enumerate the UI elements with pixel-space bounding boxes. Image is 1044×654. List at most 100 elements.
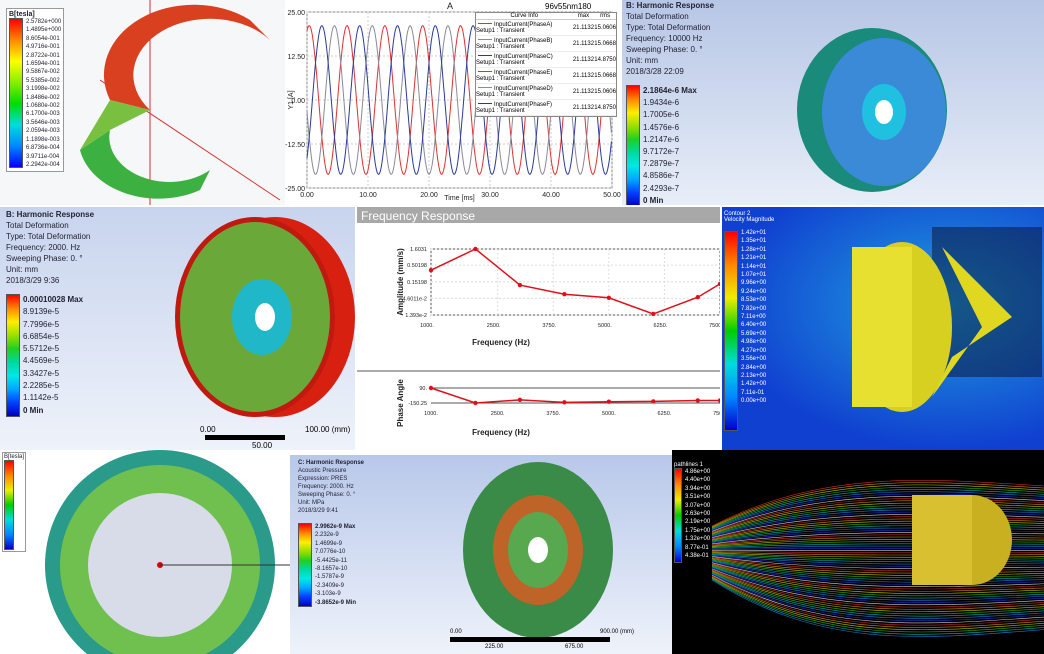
x-axis-label: Frequency (Hz) [472, 428, 530, 437]
harmonic-top-legend: B: Harmonic Response Total Deformation Typ… [626, 0, 714, 205]
streamline [711, 564, 1044, 594]
series-setup: Setup1 : Transient [476, 27, 525, 34]
legend-value: 4.27e+00 [741, 347, 767, 354]
legend-value: 1.1898e-003 [26, 136, 60, 143]
scale-q1: 225.00 [485, 644, 504, 650]
x-axis-label: Frequency (Hz) [472, 338, 530, 347]
legend-value: 1.1142e-5 [23, 393, 59, 403]
x-tick-label: 6250. [654, 323, 668, 329]
amplitude-point [517, 282, 523, 288]
streamline [711, 570, 1044, 610]
y-tick-label: 0.50198 [407, 263, 427, 269]
legend-value: 1.7005e-6 [643, 110, 680, 120]
streamline [711, 562, 1044, 588]
legend-value: 2.0594e-003 [26, 128, 60, 135]
result-info: Sweeping Phase: 0. ° [6, 254, 83, 263]
streamline [711, 578, 1044, 635]
series-max: 21.1132 [572, 56, 595, 63]
streamline [711, 493, 1044, 531]
legend-value: 7.2879e-7 [643, 159, 680, 169]
y-tick-label: 0.15198 [407, 280, 427, 286]
frequency-response-title: Frequency Response [357, 207, 720, 223]
legend-value: 3.9711e-004 [26, 153, 60, 160]
legend-value: 2.2285e-5 [23, 381, 60, 391]
phase-point [428, 385, 434, 391]
legend-value: 3.07e+00 [685, 502, 711, 509]
result-info: Total Deformation [6, 221, 69, 230]
legend-value: 3.5646e-003 [26, 119, 60, 126]
legend-value: 3.94e+00 [685, 485, 711, 492]
legend-value: -5.4425e-11 [315, 557, 347, 564]
legend-value: 8.9139e-5 [23, 307, 60, 317]
legend-value: 1.0680e-002 [26, 103, 60, 110]
legend-value: 8.77e-01 [685, 544, 709, 551]
x-tick-label: 5000. [602, 411, 616, 417]
legend-value: 9.96e+00 [741, 280, 767, 287]
scale-q3: 675.00 [565, 644, 584, 650]
legend-value: 1.42e+01 [741, 230, 767, 236]
streamline [711, 559, 1044, 578]
scale-end: 900.00 (mm) [600, 629, 635, 635]
legend-column-header: Curve Info [510, 13, 539, 19]
series-max: 21.1132 [572, 24, 595, 31]
legend-swatch [478, 103, 492, 105]
streamline [711, 502, 1044, 535]
magnet-model-render [80, 0, 281, 205]
legend-value: 2.4293e-7 [643, 183, 680, 193]
streamline-legend: pathlines 1 4.86e+00 4.40e+00 3.94e+00 3.51… [674, 462, 710, 563]
y-tick-label: 1.6031 [410, 247, 427, 253]
legend-value: 1.4576e-6 [643, 122, 680, 132]
legend-value: 1.4699e-9 [315, 540, 343, 547]
legend-row: InputCurrent(PhaseA) Setup1 : Transient 21… [476, 20, 616, 36]
legend-value: 4.9716e-001 [26, 44, 60, 51]
x-tick-label: 3750. [542, 323, 556, 329]
frequency-response-chart: 1.6031 0.50198 0.15198 4.6011e-2 1.393e-2 100… [357, 246, 720, 437]
legend-value: 2.19e+00 [685, 519, 711, 526]
frequency-response-panel: Frequency Response 1.6031 0.50198 0.15198 4… [357, 207, 720, 450]
streamline [711, 560, 1044, 583]
result-info: Sweeping Phase: 0. ° [298, 492, 356, 498]
series-setup: Setup1 : Transient [476, 59, 525, 66]
streamline [711, 500, 1044, 534]
legend-value: -8.1657e-10 [315, 566, 348, 573]
result-info: Unit: mm [6, 265, 38, 274]
x-tick-label: 7500. [709, 323, 720, 329]
streamline [711, 569, 1044, 608]
legend-value: 1.4895e+000 [26, 27, 62, 34]
legend-value: -2.3409e-9 [315, 582, 345, 589]
y-tick-label: -12.50 [285, 142, 305, 149]
y-axis-label: Amplitude (mm/s) [396, 248, 405, 316]
x-tick-label: 0.00 [300, 192, 314, 199]
legend-swatch [478, 23, 492, 25]
legend-value: 6.8736e-004 [26, 145, 60, 152]
scale-start: 0.00 [450, 629, 462, 635]
series-name: InputCurrent(PhaseD) [494, 85, 553, 92]
result-info: Total Deformation [626, 12, 689, 21]
x-axis-label: Time [ms] [444, 195, 475, 202]
x-tick-label: 2500. [487, 323, 501, 329]
x-tick-label: 6250. [658, 411, 672, 417]
result-info: Type: Total Deformation [626, 23, 711, 32]
y-tick-label: -25.00 [285, 186, 305, 193]
result-info: Sweeping Phase: 0. ° [626, 45, 703, 54]
series-max: 21.1132 [572, 104, 595, 111]
phase-line [430, 387, 720, 404]
series-rms: 15.0606 [594, 88, 616, 95]
legend-value: 0.00010028 Max [23, 295, 84, 304]
series-rms: 14.8750 [594, 104, 616, 111]
curve-info-legend: Curve Info max rms InputCurrent(PhaseA) Setu… [475, 12, 617, 117]
result-title: B: Harmonic Response [626, 1, 715, 10]
streamlines-render [711, 480, 1044, 637]
streamline [711, 495, 1044, 532]
legend-value: 7.0776e-10 [315, 549, 346, 556]
series-name: InputCurrent(PhaseE) [494, 69, 553, 76]
result-info: Frequency: 2000. Hz [298, 484, 354, 490]
x-tick-label: 1000. [420, 323, 434, 329]
legend-value: 4.98e+00 [741, 339, 767, 346]
legend-value: 4.8586e-7 [643, 171, 680, 181]
legend-value: 2.5782e+000 [26, 19, 62, 25]
legend-swatch [478, 39, 492, 41]
legend-swatch [478, 71, 492, 73]
streamline [711, 498, 1044, 533]
scale-mid: 50.00 [252, 441, 273, 450]
